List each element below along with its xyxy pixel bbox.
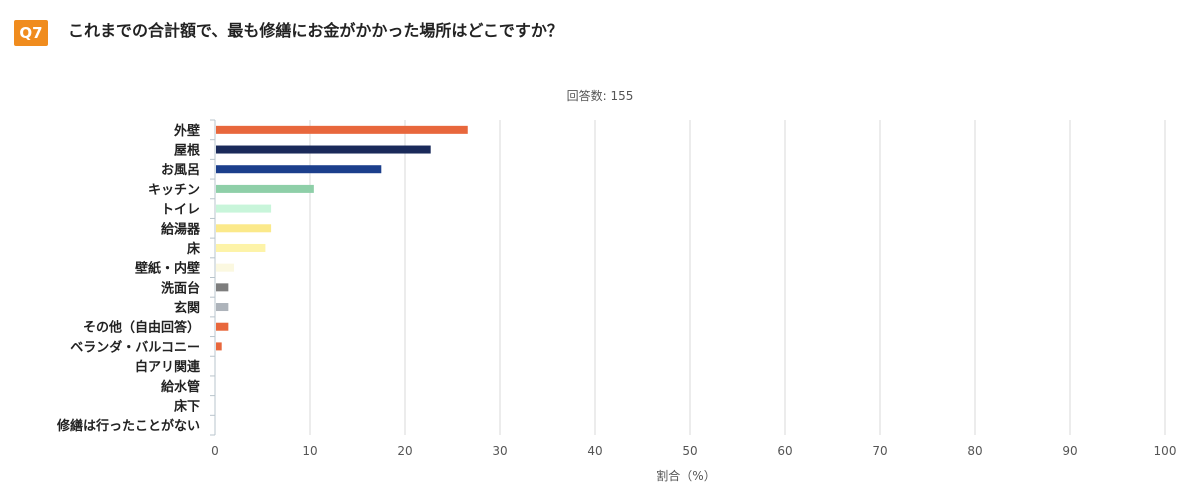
bar (216, 322, 229, 331)
x-tick-label: 60 (777, 444, 792, 458)
category-label: 床下 (174, 398, 200, 414)
response-count: 回答数: 155 (567, 88, 634, 103)
bar (216, 125, 468, 134)
category-label: 給湯器 (161, 221, 201, 237)
x-tick-label: 100 (1154, 444, 1177, 458)
grid-lines (210, 119, 1166, 436)
bar (216, 263, 235, 272)
question-title: これまでの合計額で、最も修繕にお金がかかった場所はどこですか？ (68, 21, 563, 40)
category-label: ベランダ・バルコニー (70, 339, 200, 355)
bar (216, 303, 229, 312)
bar (216, 224, 272, 233)
bars (216, 125, 468, 351)
bar (216, 204, 272, 213)
bar (216, 283, 229, 292)
category-label: 玄関 (174, 300, 200, 316)
x-tick-label: 20 (397, 444, 412, 458)
x-tick-label: 80 (967, 444, 982, 458)
category-label: トイレ (161, 203, 200, 218)
x-tick-label: 70 (872, 444, 887, 458)
bar (216, 184, 314, 193)
x-tick-label: 30 (492, 444, 507, 458)
question-number-badge: Q7 (14, 20, 48, 46)
category-label: 給水管 (161, 379, 200, 395)
bar (216, 243, 266, 252)
category-label: 壁紙・内壁 (135, 261, 200, 277)
x-tick-label: 10 (302, 444, 317, 458)
x-tick-label: 50 (682, 444, 697, 458)
category-label: 修繕は行ったことがない (56, 418, 200, 434)
bar (216, 145, 431, 154)
category-label: 屋根 (174, 143, 201, 159)
x-tick-label: 0 (211, 444, 219, 458)
category-label: その他（自由回答） (83, 320, 200, 336)
bar (216, 342, 222, 351)
x-axis-label: 割合（%） (656, 468, 715, 483)
category-label: キッチン (148, 183, 200, 198)
category-label: 白アリ関連 (135, 359, 201, 375)
x-tick-label: 90 (1062, 444, 1077, 458)
bar (216, 165, 382, 174)
x-tick-label: 40 (587, 444, 602, 458)
category-label: 外壁 (173, 123, 200, 139)
category-label: 洗面台 (161, 280, 200, 296)
category-label: お風呂 (161, 163, 200, 178)
x-tick-labels: 0 10 20 30 40 50 60 70 80 90 100 (211, 444, 1176, 458)
category-label: 床 (187, 241, 201, 257)
